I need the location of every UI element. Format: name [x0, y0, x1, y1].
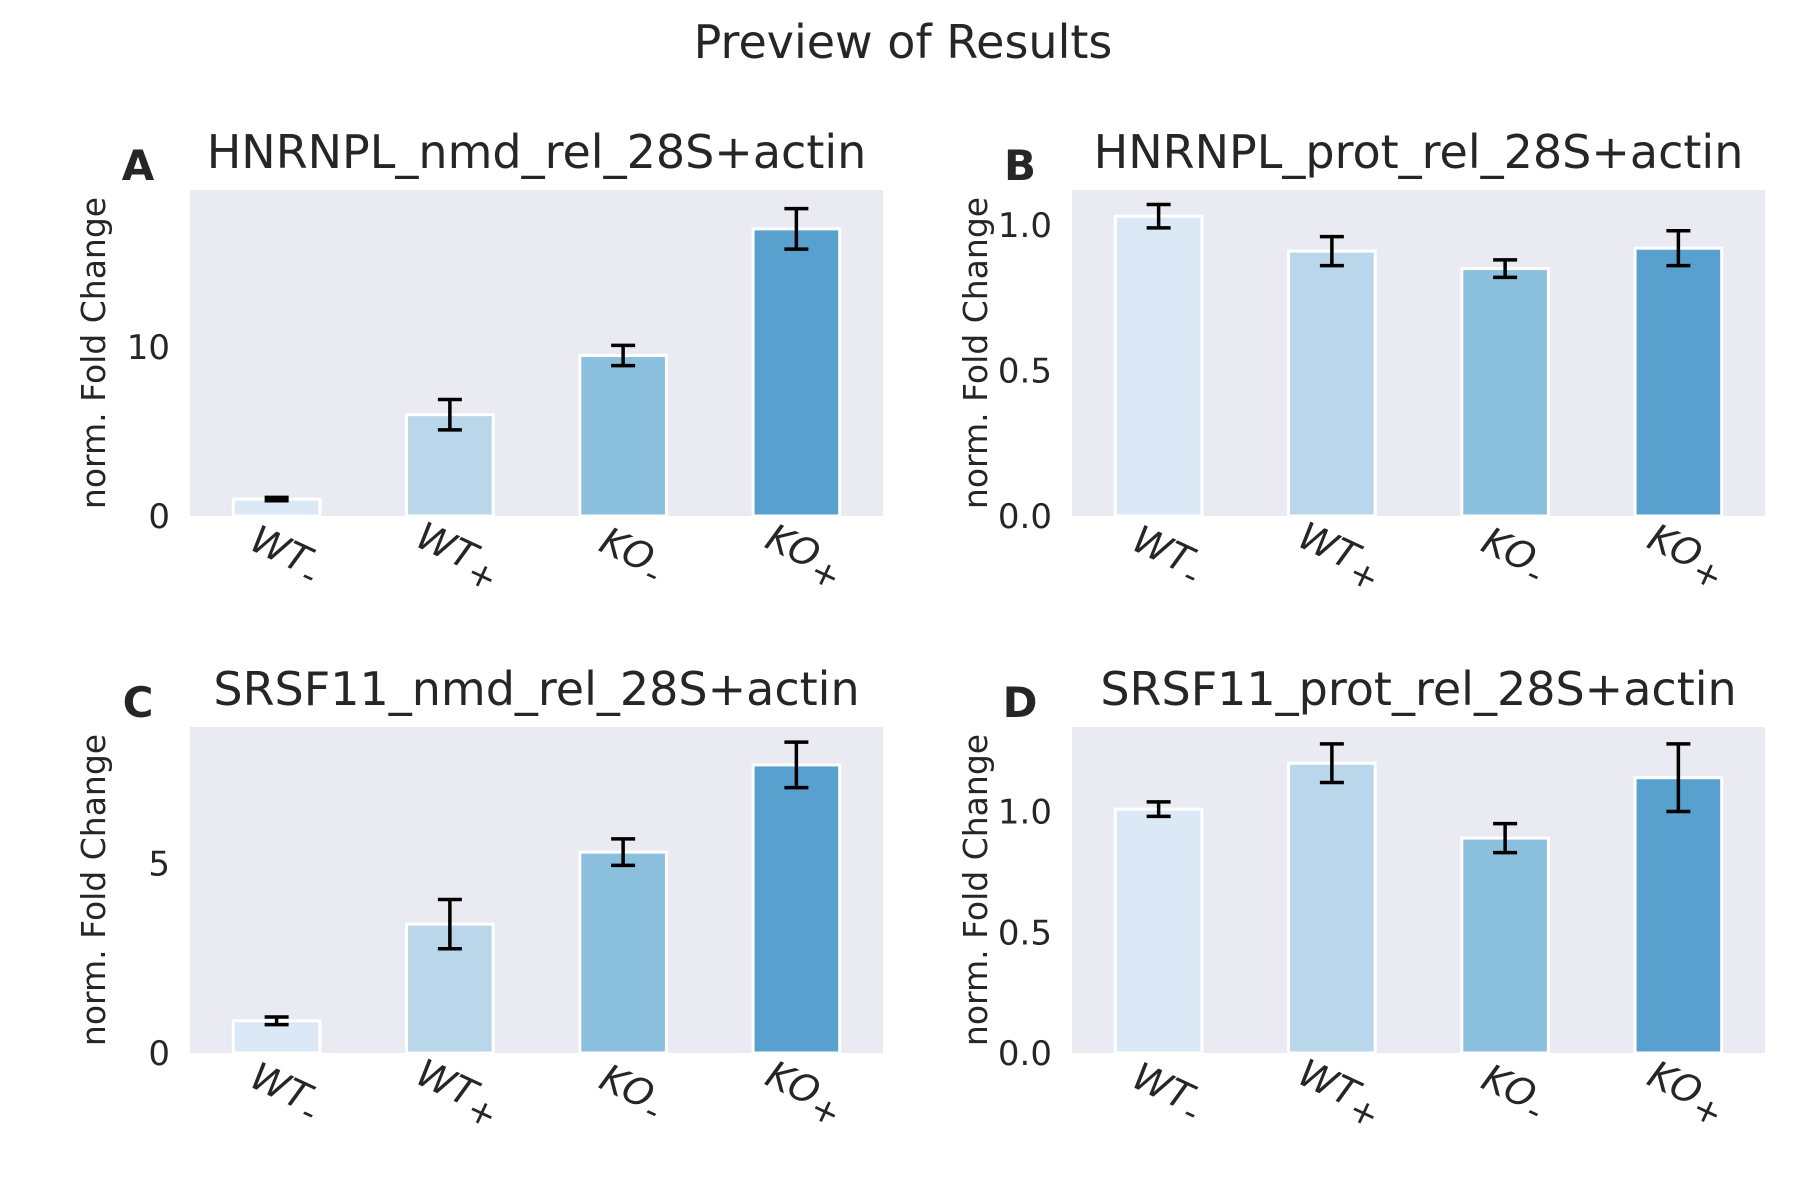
- bar-WT-: [231, 1019, 322, 1055]
- x-tick-label: KO+: [1637, 1052, 1734, 1136]
- error-bar: [784, 206, 809, 251]
- bar-KO-: [1460, 836, 1550, 1055]
- x-tick-label: WT-: [239, 517, 328, 597]
- x-tick-label: KO-: [589, 1055, 672, 1132]
- x-tick-label: WT+: [405, 513, 509, 600]
- bar-KO-: [1460, 267, 1550, 518]
- y-tick-label: 10: [127, 328, 170, 368]
- error-bar: [611, 837, 636, 868]
- x-tick-label: WT+: [405, 1050, 509, 1137]
- x-tick-label: KO+: [755, 515, 852, 599]
- x-tick-label: KO-: [589, 518, 672, 595]
- x-tick-label: WT+: [1287, 1050, 1391, 1137]
- y-tick-label: 0.5: [998, 351, 1052, 391]
- error-bar: [437, 897, 462, 951]
- panel-c: SRSF11_nmd_rel_28S+actin C norm. Fold Ch…: [74, 662, 883, 1137]
- error-bar: [1493, 821, 1518, 855]
- error-bar: [1666, 742, 1691, 814]
- x-tick-label: WT-: [1121, 1054, 1210, 1134]
- panel-title: SRSF11_nmd_rel_28S+actin: [213, 662, 859, 716]
- panel-label: D: [1003, 678, 1038, 727]
- bar-KO-: [578, 850, 668, 1055]
- panel-d: SRSF11_prot_rel_28S+actin D norm. Fold C…: [956, 662, 1765, 1137]
- error-bar: [1146, 800, 1171, 819]
- y-tick-label: 0.5: [998, 913, 1052, 953]
- panel-label: C: [123, 678, 154, 727]
- y-axis-label: norm. Fold Change: [956, 197, 995, 509]
- error-bar: [1319, 234, 1344, 268]
- error-bar: [1319, 742, 1344, 785]
- error-bar: [1666, 229, 1691, 268]
- x-tick-label: WT-: [239, 1054, 328, 1134]
- figure-title: Preview of Results: [694, 15, 1113, 69]
- x-tick-label: KO+: [755, 1052, 852, 1136]
- y-tick-label: 0.0: [998, 1034, 1052, 1074]
- x-tick-label: KO-: [1471, 1055, 1554, 1132]
- y-tick-label: 0.0: [998, 497, 1052, 537]
- bar-KO+: [1633, 776, 1724, 1055]
- panel-label: A: [122, 141, 155, 190]
- x-tick-label: WT-: [1121, 517, 1210, 597]
- bar-WT-: [1113, 214, 1204, 518]
- y-tick-label: 1.0: [998, 793, 1052, 833]
- y-tick-label: 5: [148, 844, 170, 884]
- y-tick-label: 0: [148, 497, 170, 537]
- panel-title: HNRNPL_nmd_rel_28S+actin: [207, 125, 867, 179]
- panel-a: HNRNPL_nmd_rel_28S+actin A norm. Fold Ch…: [74, 125, 883, 600]
- bar-KO+: [751, 227, 842, 518]
- x-tick-label: KO-: [1471, 518, 1554, 595]
- error-bar: [611, 343, 636, 368]
- error-bar: [784, 740, 809, 790]
- bar-WT+: [1287, 249, 1377, 518]
- bar-KO-: [578, 354, 668, 518]
- error-bar: [264, 1015, 289, 1027]
- y-axis-label: norm. Fold Change: [74, 197, 113, 509]
- y-axis-label: norm. Fold Change: [956, 734, 995, 1046]
- panel-title: HNRNPL_prot_rel_28S+actin: [1094, 125, 1744, 179]
- x-tick-label: WT+: [1287, 513, 1391, 600]
- bar-WT+: [1287, 761, 1377, 1055]
- bar-WT-: [1113, 807, 1204, 1055]
- panel-b: HNRNPL_prot_rel_28S+actin B norm. Fold C…: [956, 125, 1765, 600]
- bar-KO+: [751, 763, 842, 1055]
- error-bar: [264, 495, 289, 503]
- y-tick-label: 0: [148, 1034, 170, 1074]
- y-axis-label: norm. Fold Change: [74, 734, 113, 1046]
- error-bar: [437, 397, 462, 432]
- y-tick-label: 1.0: [998, 206, 1052, 246]
- panel-label: B: [1004, 141, 1036, 190]
- error-bar: [1146, 202, 1171, 230]
- x-tick-label: KO+: [1637, 515, 1734, 599]
- bar-KO+: [1633, 246, 1724, 518]
- panel-title: SRSF11_prot_rel_28S+actin: [1100, 662, 1736, 716]
- error-bar: [1493, 258, 1518, 280]
